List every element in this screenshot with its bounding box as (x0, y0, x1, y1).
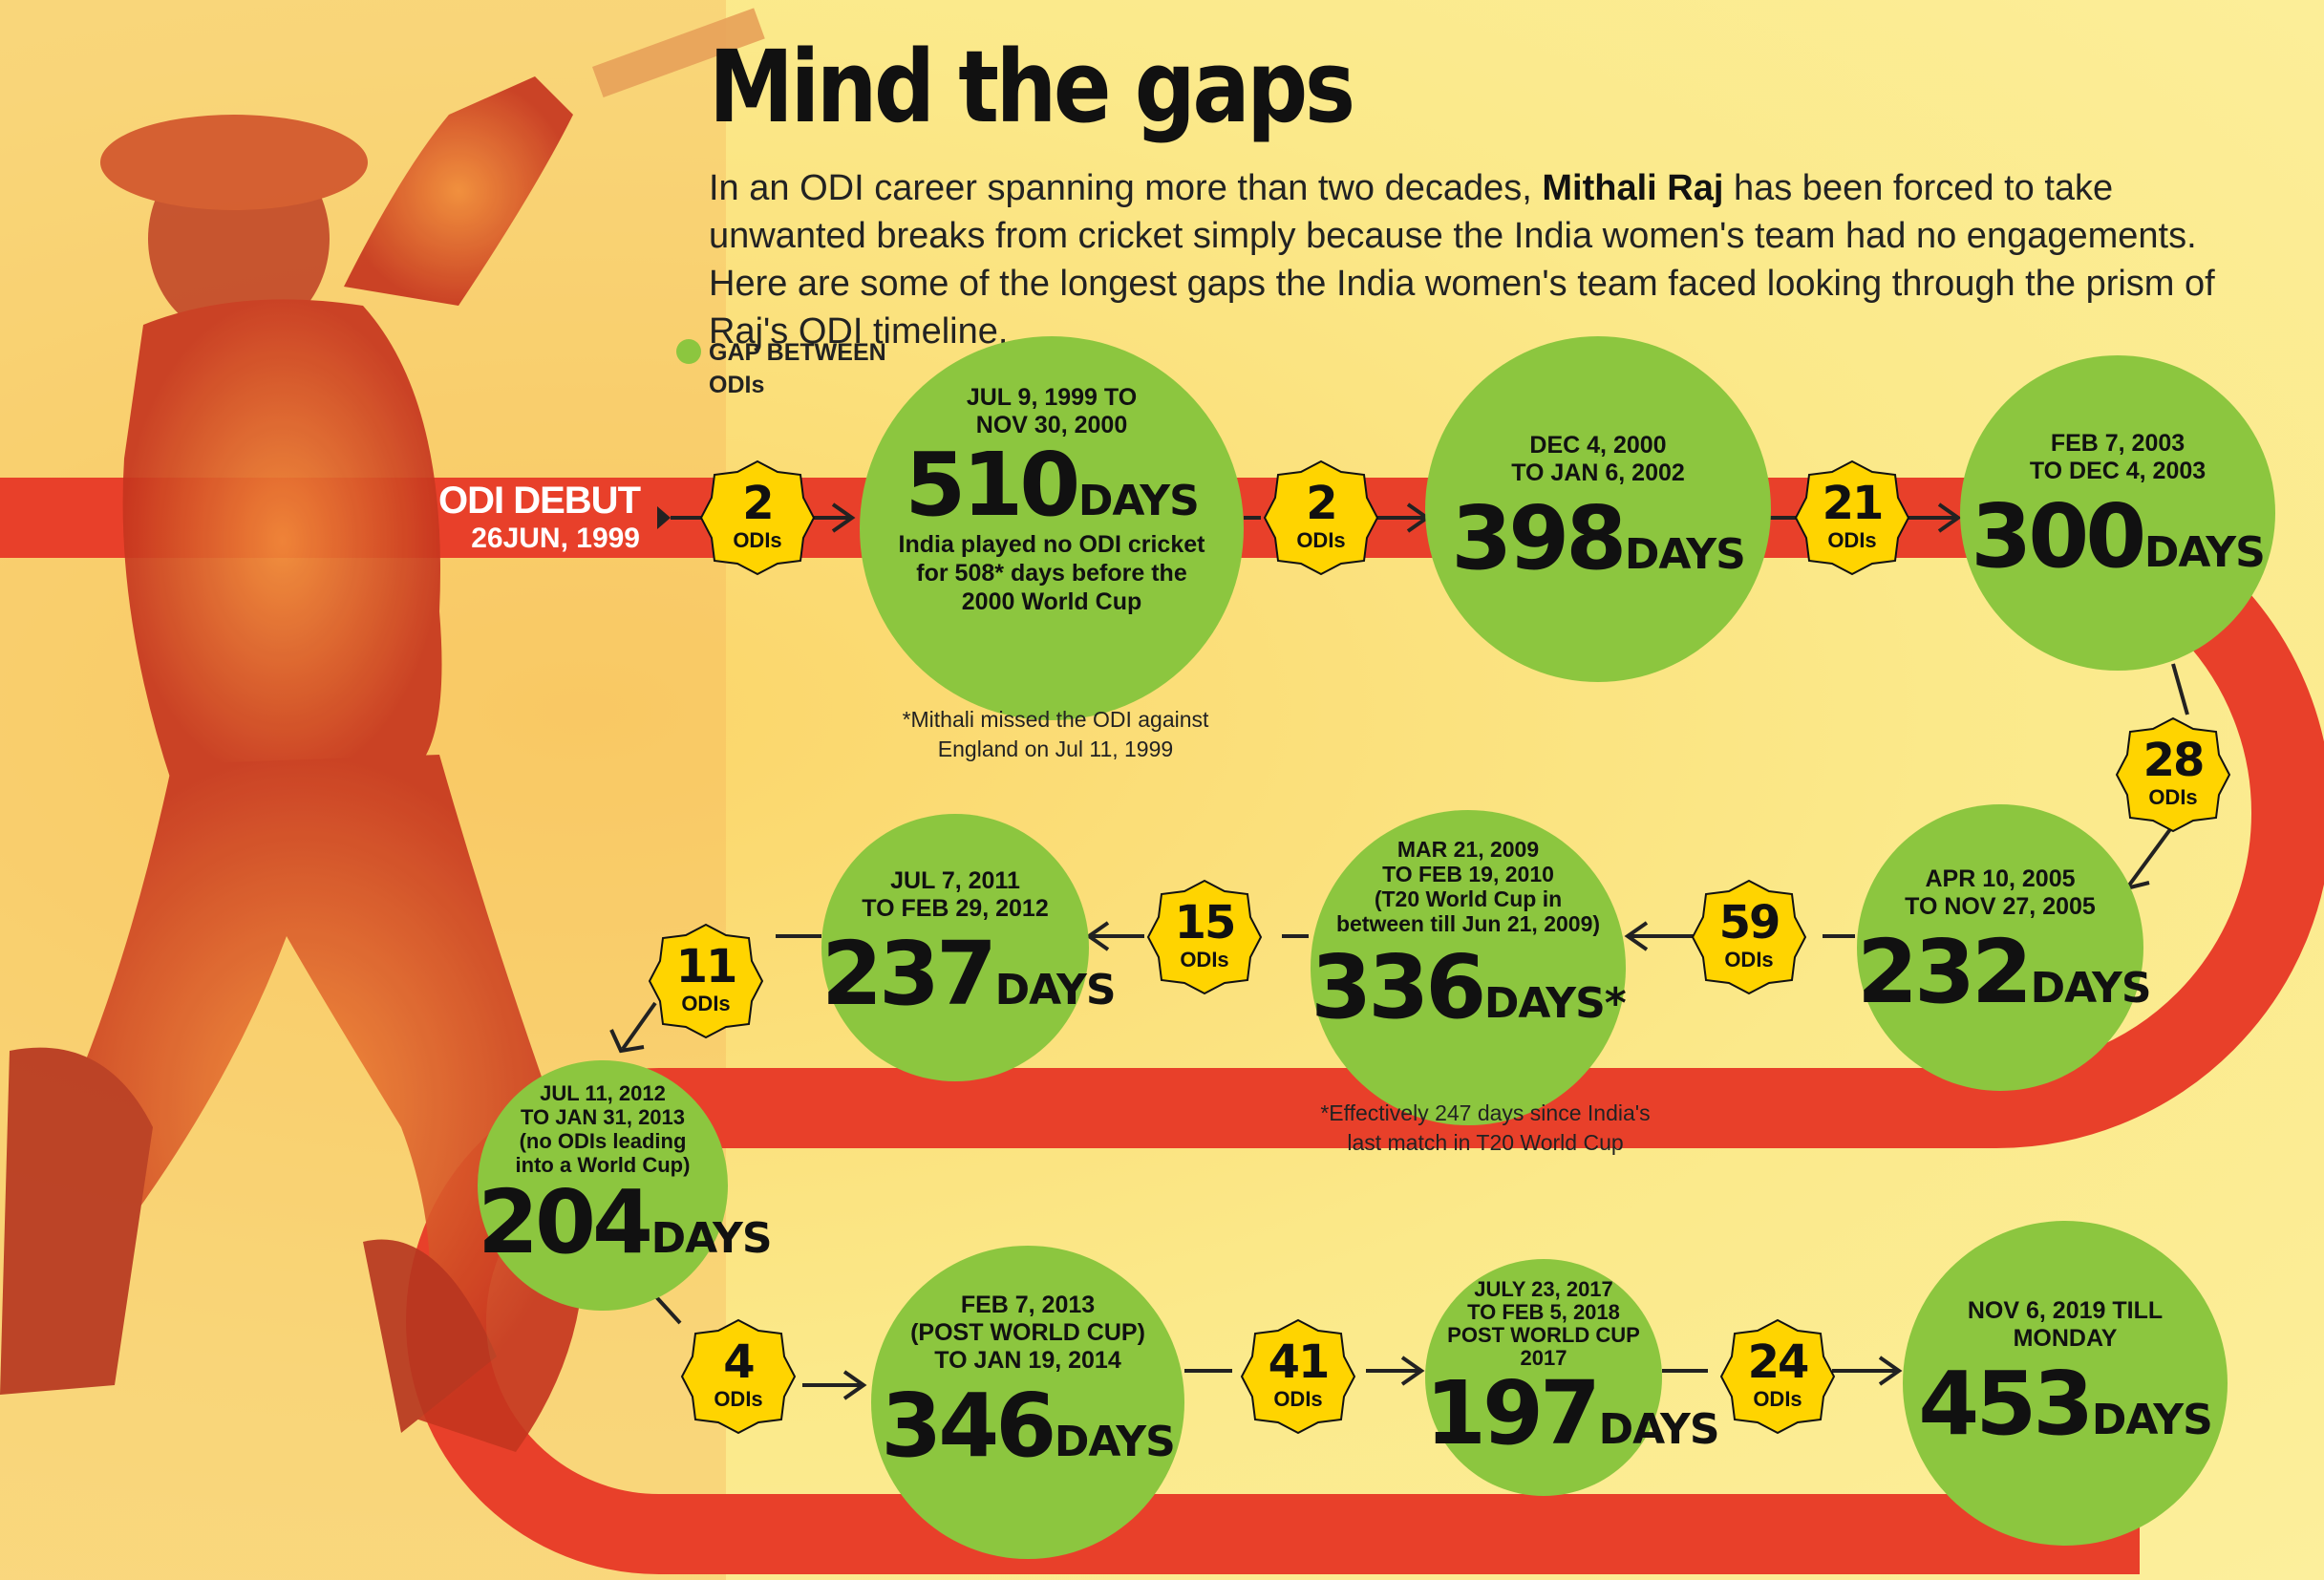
intro-name: Mithali Raj (1542, 168, 1724, 208)
gap-circle: FEB 7, 2003 TO DEC 4, 2003 300 DAYS (1960, 355, 2275, 671)
gap-days: 398 DAYS (1451, 487, 1746, 589)
gap-days: 237 DAYS (821, 923, 1117, 1025)
badge-star-icon (680, 1318, 797, 1435)
legend-line-2: ODIs (709, 372, 765, 398)
badge-star-icon (1691, 879, 1807, 995)
gap-circle: JUL 9, 1999 TO NOV 30, 2000 510 DAYS Indi… (860, 336, 1244, 720)
badge-star-icon (648, 923, 764, 1039)
gap-circle: FEB 7, 2013 (POST WORLD CUP) TO JAN 19, 20… (871, 1246, 1184, 1559)
gap-days: 346 DAYS (881, 1375, 1176, 1477)
odi-badge: 11 ODIs (648, 923, 764, 1039)
legend-row-1: GAP BETWEEN (676, 336, 886, 369)
gap-dates: NOV 6, 2019 TILL MONDAY (1967, 1297, 2164, 1352)
odi-debut: ODI DEBUT 26JUN, 1999 (420, 480, 641, 555)
gap-days: 204 DAYS (478, 1171, 773, 1273)
gap-days: 197 DAYS (1425, 1362, 1720, 1464)
odi-badge: 15 ODIs (1146, 879, 1263, 995)
gap-days: 300 DAYS (1971, 485, 2266, 587)
badge-star-icon (1146, 879, 1263, 995)
gap-dates: FEB 7, 2013 (POST WORLD CUP) TO JAN 19, 20… (910, 1292, 1145, 1374)
gap-dates: MAR 21, 2009 TO FEB 19, 2010 (T20 World Cu… (1335, 837, 1601, 936)
odi-badge: 28 ODIs (2115, 716, 2231, 833)
badge-star-icon (699, 459, 816, 576)
gap-days: 510 DAYS (905, 434, 1200, 536)
gap-days: 453 DAYS (1918, 1353, 2213, 1455)
gap-dates: JUL 9, 1999 TO NOV 30, 2000 (966, 384, 1138, 438)
odi-badge: 21 ODIs (1794, 459, 1910, 576)
badge-star-icon (1794, 459, 1910, 576)
badge-star-icon (1719, 1318, 1836, 1435)
gap-circle: APR 10, 2005 TO NOV 27, 2005 232 DAYS (1857, 804, 2152, 1091)
odi-badge: 59 ODIs (1691, 879, 1807, 995)
odi-badge: 2 ODIs (699, 459, 816, 576)
badge-star-icon (2115, 716, 2231, 833)
odi-badge: 2 ODIs (1263, 459, 1379, 576)
player-silhouette (0, 8, 765, 1452)
odi-badge: 41 ODIs (1240, 1318, 1356, 1435)
legend-line-1: GAP BETWEEN (709, 339, 886, 366)
odi-badge: 24 ODIs (1719, 1318, 1836, 1435)
gap-circle: NOV 6, 2019 TILL MONDAY 453 DAYS (1903, 1221, 2228, 1546)
badge-star-icon (1240, 1318, 1356, 1435)
debut-label: ODI DEBUT (438, 480, 641, 522)
gap-days: 232 DAYS (1857, 921, 2152, 1023)
gap-circle: DEC 4, 2000 TO JAN 6, 2002 398 DAYS (1425, 336, 1771, 682)
badge-star-icon (1263, 459, 1379, 576)
gap-circle: JUL 7, 2011 TO FEB 29, 2012 237 DAYS (821, 814, 1117, 1081)
gap-circle: MAR 21, 2009 TO FEB 19, 2010 (T20 World Cu… (1311, 810, 1627, 1125)
odi-badge: 4 ODIs (680, 1318, 797, 1435)
footnote-second: *Effectively 247 days since India's last … (1320, 1100, 1651, 1155)
gap-dates: DEC 4, 2000 TO JAN 6, 2002 (1511, 432, 1685, 486)
gap-dates: JUL 7, 2011 TO FEB 29, 2012 (862, 867, 1049, 922)
green-dot-icon (676, 339, 701, 364)
gap-circle: JULY 23, 2017 TO FEB 5, 2018 POST WORLD CU… (1425, 1259, 1720, 1496)
gap-days: 336 DAYS* (1311, 936, 1627, 1038)
gap-note: India played no ODI cricket for 508* days… (898, 531, 1205, 615)
intro-after: has been forced to take unwanted breaks … (709, 168, 2215, 352)
legend: GAP BETWEEN ODIs (676, 336, 886, 401)
debut-date: 26JUN, 1999 (471, 523, 640, 554)
intro-before: In an ODI career spanning more than two … (709, 168, 1543, 208)
gap-circle: JUL 11, 2012 TO JAN 31, 2013 (no ODIs lead… (478, 1060, 773, 1311)
gap-dates: JULY 23, 2017 TO FEB 5, 2018 POST WORLD CU… (1447, 1277, 1640, 1370)
gap-dates: FEB 7, 2003 TO DEC 4, 2003 (2029, 430, 2207, 484)
footnote-first: *Mithali missed the ODI against England o… (902, 707, 1209, 761)
gap-dates: APR 10, 2005 TO NOV 27, 2005 (1905, 865, 2096, 920)
intro-text: In an ODI career spanning more than two … (709, 164, 2275, 355)
page-title: Mind the gaps (709, 29, 1355, 145)
gap-dates: JUL 11, 2012 TO JAN 31, 2013 (no ODIs lead… (515, 1081, 691, 1177)
